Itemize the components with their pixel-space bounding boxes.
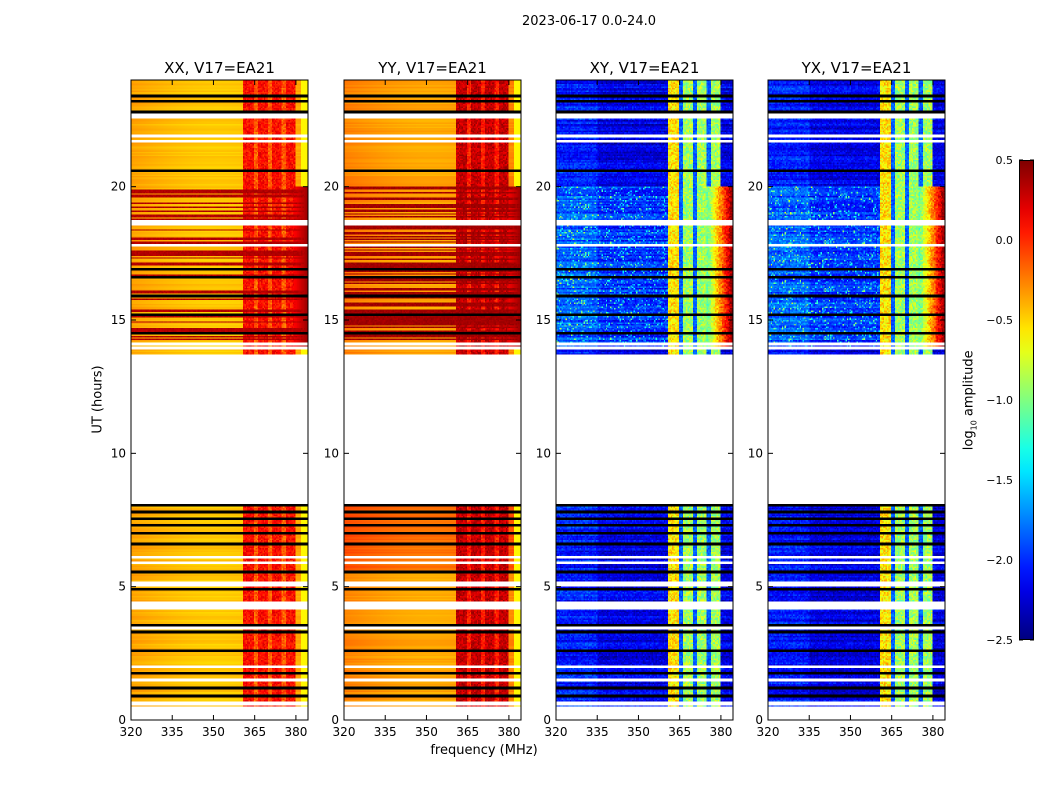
y-tick-label: 0 [118, 713, 126, 727]
y-tick-label: 20 [324, 180, 339, 194]
heatmap-yy [344, 80, 521, 720]
y-tick-label: 15 [324, 313, 339, 327]
colorbar-tick-label: −1.0 [986, 394, 1013, 407]
x-tick-label: 380 [921, 725, 944, 739]
y-tick-label: 10 [536, 446, 551, 460]
colorbar-tick-label: 0.5 [996, 154, 1014, 167]
heatmap-xx [131, 80, 308, 720]
x-tick-label: 335 [798, 725, 821, 739]
y-tick-label: 0 [755, 713, 763, 727]
panel-title-yy: YY, V17=EA21 [378, 59, 487, 77]
x-tick-label: 320 [120, 725, 143, 739]
y-tick-label: 0 [543, 713, 551, 727]
x-tick-label: 380 [709, 725, 732, 739]
panel-title-xx: XX, V17=EA21 [164, 59, 275, 77]
y-tick-label: 15 [536, 313, 551, 327]
y-tick-label: 15 [748, 313, 763, 327]
y-tick-label: 20 [536, 180, 551, 194]
colorbar-tick-label: −1.5 [986, 474, 1013, 487]
y-tick-label: 20 [111, 180, 126, 194]
x-tick-label: 350 [202, 725, 225, 739]
y-tick-label: 5 [543, 580, 551, 594]
x-tick-label: 320 [545, 725, 568, 739]
colorbar-tick-label: −0.5 [986, 314, 1013, 327]
y-tick-label: 10 [324, 446, 339, 460]
colorbar-label-sub: 10 [969, 420, 979, 431]
panel-title-yx: YX, V17=EA21 [801, 59, 912, 77]
x-tick-label: 350 [415, 725, 438, 739]
y-tick-label: 5 [331, 580, 339, 594]
x-axis-label: frequency (MHz) [430, 743, 538, 758]
x-tick-label: 335 [374, 725, 397, 739]
heatmap-yx [768, 80, 945, 720]
x-tick-label: 365 [456, 725, 479, 739]
x-tick-label: 365 [880, 725, 903, 739]
colorbar-tick-label: 0.0 [996, 234, 1014, 247]
x-tick-label: 380 [284, 725, 307, 739]
x-tick-label: 350 [627, 725, 650, 739]
figure-title: 2023-06-17 0.0-24.0 [522, 14, 656, 29]
heatmap-xy [556, 80, 733, 720]
y-tick-label: 15 [111, 313, 126, 327]
x-tick-label: 365 [668, 725, 691, 739]
colorbar-tick-label: −2.0 [986, 554, 1013, 567]
colorbar-label-suffix: amplitude [961, 350, 977, 421]
x-tick-label: 350 [839, 725, 862, 739]
x-tick-label: 365 [243, 725, 266, 739]
y-tick-label: 5 [118, 580, 126, 594]
x-tick-label: 335 [586, 725, 609, 739]
colorbar [1019, 160, 1034, 640]
x-tick-label: 380 [497, 725, 520, 739]
y-tick-label: 10 [111, 446, 126, 460]
panel-title-xy: XY, V17=EA21 [589, 59, 700, 77]
x-tick-label: 320 [333, 725, 356, 739]
colorbar-tick-label: −2.5 [986, 634, 1013, 647]
y-tick-label: 20 [748, 180, 763, 194]
y-tick-label: 5 [755, 580, 763, 594]
x-tick-label: 320 [757, 725, 780, 739]
y-tick-label: 10 [748, 446, 763, 460]
y-axis-label: UT (hours) [90, 365, 106, 434]
colorbar-label-prefix: log [961, 430, 977, 451]
y-tick-label: 0 [331, 713, 339, 727]
colorbar-label: log10 amplitude [962, 335, 979, 465]
x-tick-label: 335 [161, 725, 184, 739]
